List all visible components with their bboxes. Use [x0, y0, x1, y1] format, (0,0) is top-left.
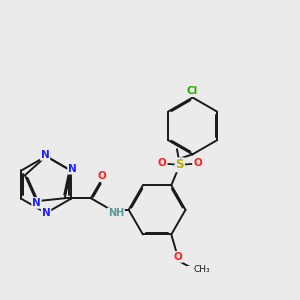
Text: Cl: Cl [187, 86, 198, 96]
Text: N: N [41, 150, 50, 160]
Text: N: N [32, 198, 41, 208]
Text: NH: NH [108, 208, 124, 218]
Text: O: O [158, 158, 167, 167]
Text: N: N [68, 164, 77, 174]
Text: CH₃: CH₃ [193, 265, 210, 274]
Text: O: O [173, 252, 182, 262]
Text: O: O [193, 158, 202, 167]
Text: S: S [176, 158, 184, 171]
Text: O: O [97, 171, 106, 181]
Text: N: N [42, 208, 50, 218]
